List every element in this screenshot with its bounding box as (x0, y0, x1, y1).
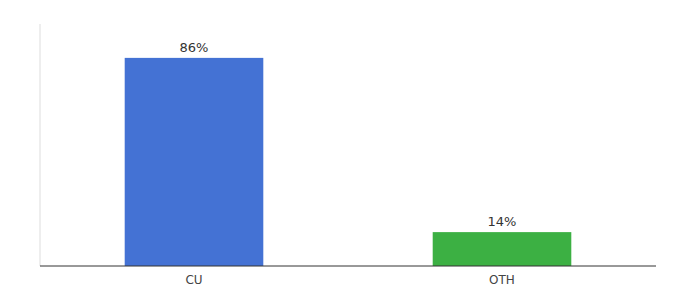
x-axis-line (40, 266, 656, 267)
chart-container: CU OTH 86% 14% (0, 0, 680, 300)
x-tick-label: OTH (489, 273, 515, 287)
bars (125, 58, 572, 266)
chart-svg: CU OTH 86% 14% (0, 0, 680, 300)
bar (433, 232, 572, 266)
data-label: 14% (488, 214, 517, 229)
y-range-line (40, 24, 41, 266)
x-tick-label: CU (185, 273, 202, 287)
bar (125, 58, 264, 266)
data-label: 86% (180, 40, 209, 55)
